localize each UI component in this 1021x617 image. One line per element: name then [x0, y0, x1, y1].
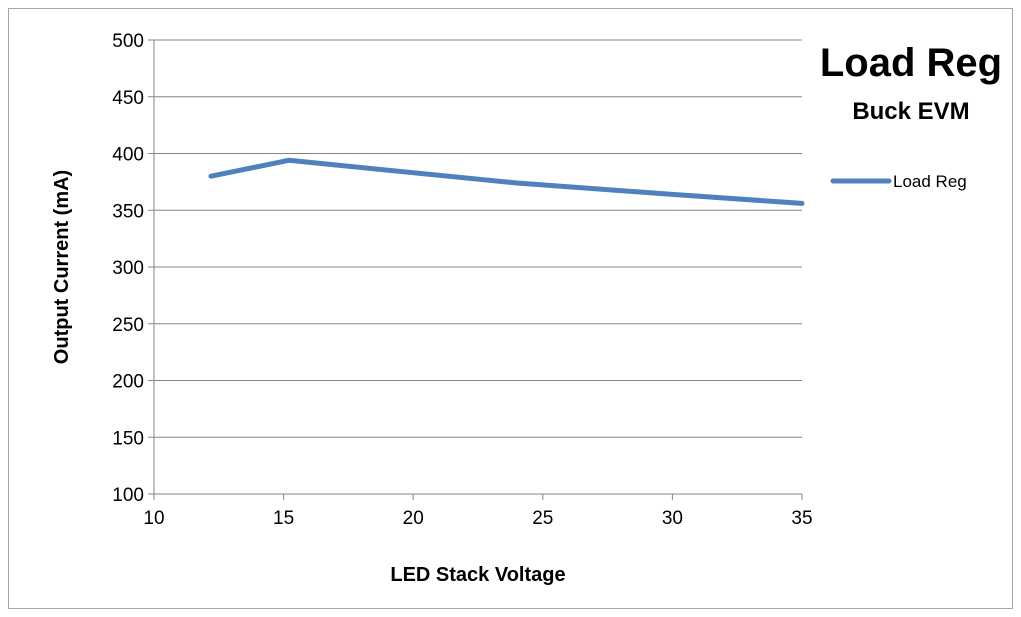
x-tick-label-25: 25	[532, 508, 553, 529]
legend-label-load-reg: Load Reg	[893, 172, 967, 191]
series-line-0	[208, 157, 805, 206]
y-tick-label-100: 100	[112, 485, 144, 506]
series-lines	[208, 157, 805, 206]
chart-subtitle: Buck EVM	[852, 98, 969, 125]
chart-frame	[8, 8, 1013, 609]
x-tick-label-20: 20	[403, 508, 424, 529]
y-tick-label-250: 250	[112, 315, 144, 336]
chart-title: Load Reg	[820, 41, 1002, 85]
y-tick-label-350: 350	[112, 201, 144, 222]
x-tick-labels: 10 15 20 25 30 35	[143, 508, 812, 529]
y-tick-label-150: 150	[112, 428, 144, 449]
y-axis-title: Output Current (mA)	[51, 170, 73, 364]
y-tick-label-400: 400	[112, 145, 144, 166]
axes	[148, 39, 803, 500]
y-tick-label-450: 450	[112, 88, 144, 109]
y-tick-label-300: 300	[112, 258, 144, 279]
x-tick-label-30: 30	[662, 508, 683, 529]
x-tick-label-10: 10	[143, 508, 164, 529]
legend: Load Reg	[830, 172, 967, 191]
y-tick-labels: 100 150 200 250 300 350 400 450 500	[112, 31, 144, 506]
gridlines	[154, 39, 802, 438]
y-tick-label-200: 200	[112, 372, 144, 393]
x-tick-label-35: 35	[791, 508, 812, 529]
x-tick-label-15: 15	[273, 508, 294, 529]
x-axis-title: LED Stack Voltage	[390, 564, 565, 586]
y-tick-label-500: 500	[112, 31, 144, 52]
